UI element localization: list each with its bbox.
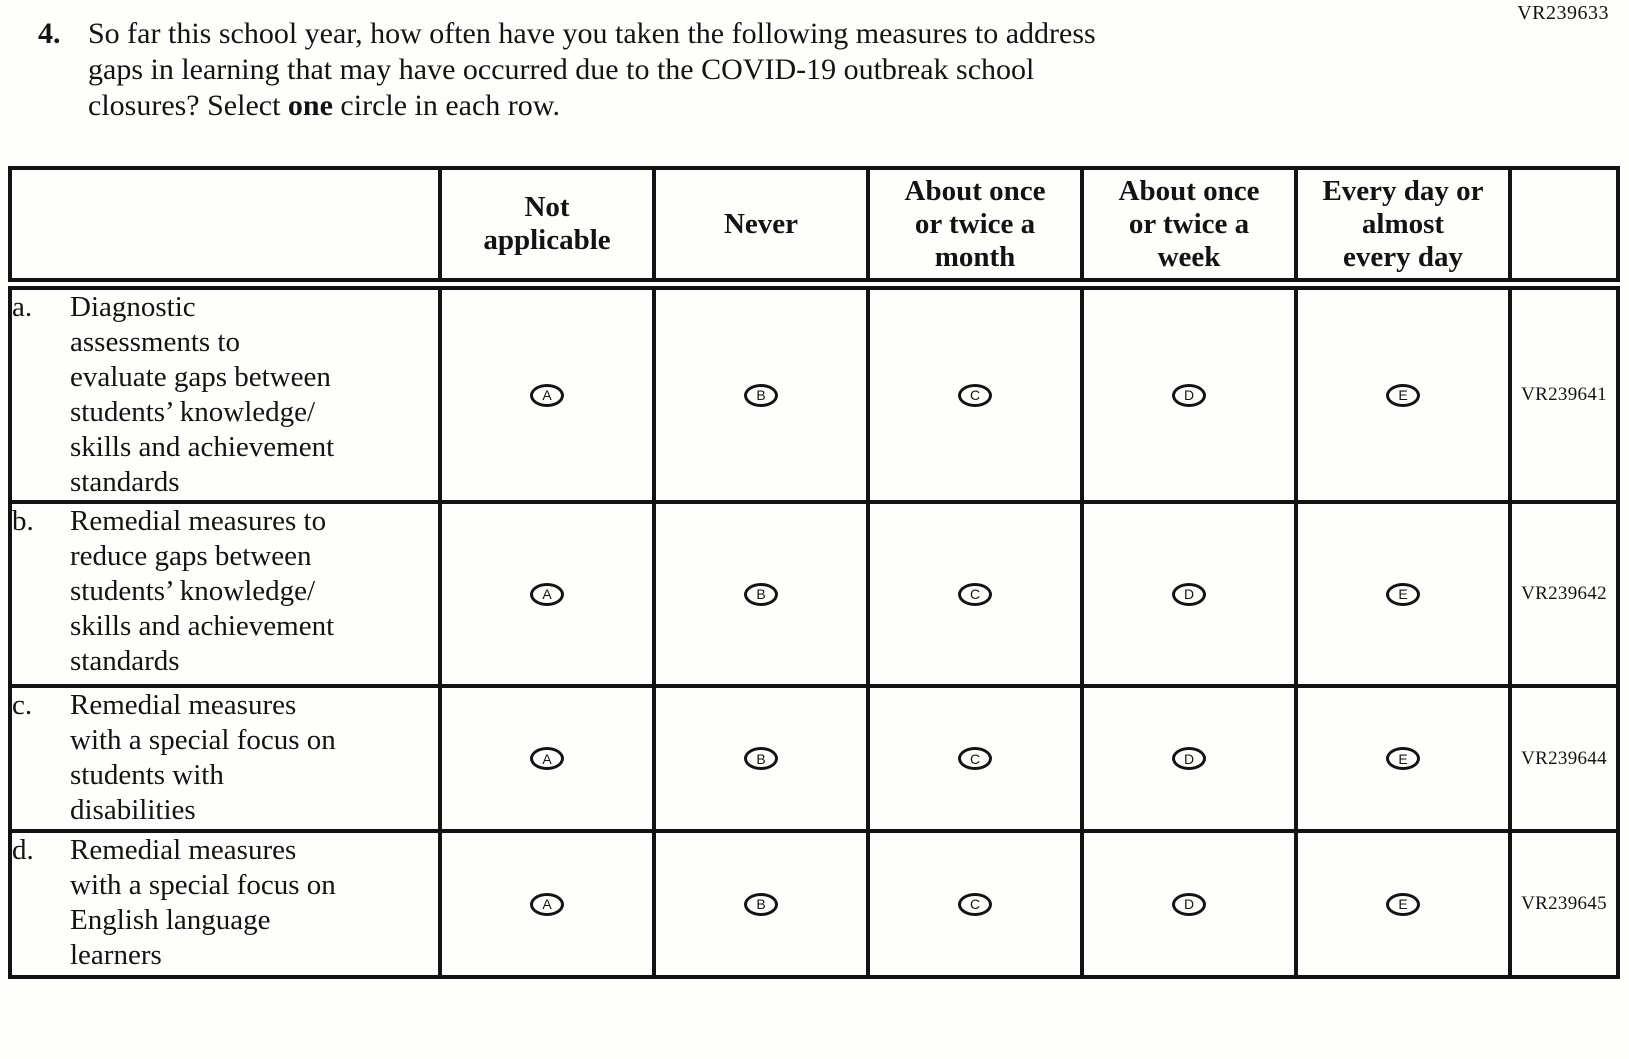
cell-once-twice-month: C <box>866 684 1084 833</box>
table-row-d: d. Remedial measures with a special focu… <box>8 829 1620 979</box>
option-bubble-c[interactable]: C <box>958 747 992 770</box>
col-header-once-twice-week: About once or twice a week <box>1080 166 1298 290</box>
row-code: VR239645 <box>1508 829 1620 979</box>
option-bubble-d[interactable]: D <box>1172 383 1206 407</box>
cell-not-applicable: A <box>438 684 656 833</box>
table-row-a: a. Diagnostic assessments to evaluate ga… <box>8 282 1620 504</box>
option-bubble-b[interactable]: B <box>744 892 778 916</box>
row-letter: b. <box>12 505 34 537</box>
option-bubble-b[interactable]: B <box>744 582 778 606</box>
form-code: VR239633 <box>1517 2 1609 24</box>
option-bubble-e[interactable]: E <box>1386 383 1420 407</box>
cell-once-twice-week: D <box>1080 684 1298 833</box>
row-label-text: Remedial measures with a special focus o… <box>70 834 336 971</box>
option-bubble-c[interactable]: C <box>958 582 992 606</box>
col-header-once-twice-month: About once or twice a month <box>866 166 1084 290</box>
cell-every-day: E <box>1294 829 1512 979</box>
col-header-code <box>1508 166 1620 290</box>
cell-never: B <box>652 282 870 504</box>
row-label-text: Remedial measures with a special focus o… <box>70 689 336 826</box>
cell-every-day: E <box>1294 282 1512 504</box>
option-bubble-b[interactable]: B <box>744 383 778 407</box>
table-row-b: b. Remedial measures to reduce gaps betw… <box>8 500 1620 688</box>
col-header-not-applicable: Not applicable <box>438 166 656 290</box>
row-label: c. Remedial measures with a special focu… <box>8 684 442 833</box>
option-bubble-a[interactable]: A <box>530 383 564 407</box>
option-bubble-b[interactable]: B <box>744 747 778 770</box>
cell-never: B <box>652 684 870 833</box>
cell-not-applicable: A <box>438 829 656 979</box>
row-label: d. Remedial measures with a special focu… <box>8 829 442 979</box>
cell-once-twice-month: C <box>866 500 1084 688</box>
cell-not-applicable: A <box>438 282 656 504</box>
row-label: a. Diagnostic assessments to evaluate ga… <box>8 282 442 504</box>
question-line-2: gaps in learning that may have occurred … <box>88 53 1035 86</box>
option-bubble-e[interactable]: E <box>1386 747 1420 770</box>
cell-once-twice-month: C <box>866 282 1084 504</box>
cell-once-twice-week: D <box>1080 829 1298 979</box>
header-empty-cell <box>8 166 442 290</box>
row-label-text: Remedial measures to reduce gaps between… <box>70 505 335 677</box>
option-bubble-d[interactable]: D <box>1172 747 1206 770</box>
row-letter: d. <box>12 834 34 866</box>
option-bubble-a[interactable]: A <box>530 892 564 916</box>
row-code: VR239641 <box>1508 282 1620 504</box>
row-code: VR239642 <box>1508 500 1620 688</box>
option-bubble-d[interactable]: D <box>1172 892 1206 916</box>
question-number: 4. <box>38 17 61 50</box>
col-header-every-day: Every day or almost every day <box>1294 166 1512 290</box>
option-bubble-e[interactable]: E <box>1386 892 1420 916</box>
row-label: b. Remedial measures to reduce gaps betw… <box>8 500 442 688</box>
option-bubble-c[interactable]: C <box>958 892 992 916</box>
cell-not-applicable: A <box>438 500 656 688</box>
option-bubble-c[interactable]: C <box>958 383 992 407</box>
cell-once-twice-week: D <box>1080 282 1298 504</box>
question-line-3: closures? Select one circle in each row. <box>88 89 561 122</box>
row-letter: a. <box>12 291 33 323</box>
row-letter: c. <box>12 689 33 721</box>
question-text: So far this school year, how often have … <box>88 16 1096 124</box>
option-bubble-d[interactable]: D <box>1172 582 1206 606</box>
header-row: Not applicable Never About once or twice… <box>8 166 1620 290</box>
question-line-1: So far this school year, how often have … <box>88 17 1096 50</box>
cell-every-day: E <box>1294 684 1512 833</box>
cell-never: B <box>652 829 870 979</box>
option-bubble-e[interactable]: E <box>1386 582 1420 606</box>
cell-once-twice-week: D <box>1080 500 1298 688</box>
col-header-never: Never <box>652 166 870 290</box>
emphasized-word: one <box>287 89 333 122</box>
cell-once-twice-month: C <box>866 829 1084 979</box>
row-code: VR239644 <box>1508 684 1620 833</box>
cell-never: B <box>652 500 870 688</box>
option-bubble-a[interactable]: A <box>530 747 564 770</box>
response-matrix-table: Not applicable Never About once or twice… <box>8 166 1620 979</box>
cell-every-day: E <box>1294 500 1512 688</box>
table-row-c: c. Remedial measures with a special focu… <box>8 684 1620 833</box>
row-label-text: Diagnostic assessments to evaluate gaps … <box>70 291 335 498</box>
question-block: 4. So far this school year, how often ha… <box>38 16 1629 124</box>
option-bubble-a[interactable]: A <box>530 582 564 606</box>
